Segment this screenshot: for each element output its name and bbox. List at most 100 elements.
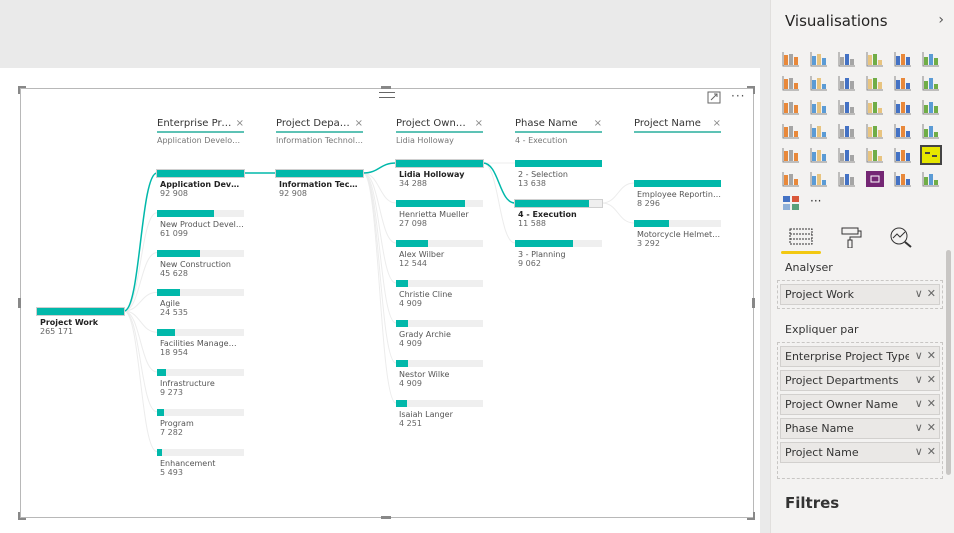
tree-node[interactable]: Motorcycle Helmet wit...3 292: [634, 220, 721, 248]
remove-field-icon[interactable]: ✕: [926, 445, 936, 458]
visual-type-icon[interactable]: [893, 146, 921, 170]
resize-handle-top[interactable]: [381, 86, 391, 89]
tree-node[interactable]: Alex Wilber 12 544: [396, 240, 483, 268]
visual-type-icon[interactable]: [809, 50, 837, 74]
tree-node[interactable]: Christie Cline 4 909: [396, 280, 483, 308]
remove-field-icon[interactable]: ✕: [926, 349, 936, 362]
visual-type-icon[interactable]: [809, 74, 837, 98]
level-header[interactable]: Project Departm...×: [276, 118, 363, 133]
drag-grip-icon[interactable]: [379, 92, 395, 98]
remove-level-button[interactable]: ×: [474, 118, 483, 129]
resize-handle-left[interactable]: [18, 298, 21, 308]
tree-node[interactable]: Employee Reporting P...8 296: [634, 180, 721, 208]
field-pill[interactable]: Enterprise Project Type ∨ ✕: [780, 346, 940, 367]
resize-corner[interactable]: [18, 512, 26, 520]
tree-node[interactable]: Enhancement 5 493: [157, 448, 244, 477]
field-pill[interactable]: Project Departments ∨ ✕: [780, 370, 940, 391]
chevron-down-icon[interactable]: ∨: [914, 397, 923, 410]
focus-mode-icon[interactable]: [707, 91, 721, 104]
tree-node[interactable]: Agile 24 535: [157, 289, 244, 317]
tree-node[interactable]: Application Develop...92 908: [156, 169, 245, 198]
level-header[interactable]: Project Name ×: [634, 118, 721, 133]
level-header[interactable]: Phase Name ×: [515, 118, 602, 133]
tree-node[interactable]: New Product Develop...61 099: [157, 209, 244, 238]
resize-handle-bottom[interactable]: [381, 516, 391, 519]
visual-type-icon[interactable]: [809, 146, 837, 170]
visual-type-icon[interactable]: [921, 122, 949, 146]
visual-type-icon[interactable]: [865, 146, 893, 170]
resize-corner[interactable]: [747, 512, 755, 520]
visual-type-icon[interactable]: [781, 146, 809, 170]
tree-node[interactable]: Henrietta Mueller 27 098: [396, 200, 483, 228]
visual-type-icon[interactable]: [837, 170, 865, 194]
field-pill[interactable]: Phase Name ∨ ✕: [780, 418, 940, 439]
visual-type-icon[interactable]: [781, 194, 809, 218]
tree-node[interactable]: Isaiah Langer 4 251: [396, 400, 483, 428]
tree-node[interactable]: Lidia Holloway 34 288: [395, 159, 484, 188]
visual-type-icon[interactable]: [837, 74, 865, 98]
visual-type-icon[interactable]: [865, 170, 893, 194]
tree-node[interactable]: Facilities Management 18 954: [157, 329, 244, 357]
decomposition-tree-visual-icon[interactable]: [920, 145, 949, 170]
visual-type-icon[interactable]: [921, 50, 949, 74]
remove-field-icon[interactable]: ✕: [926, 373, 936, 386]
chevron-down-icon[interactable]: ∨: [914, 373, 923, 386]
tree-node[interactable]: Grady Archie 4 909: [396, 320, 483, 348]
visual-type-icon[interactable]: [809, 122, 837, 146]
tree-node[interactable]: 2 - Selection 13 638: [515, 160, 602, 188]
visual-type-icon[interactable]: [921, 170, 949, 194]
field-pill[interactable]: Project Work ∨ ✕: [780, 284, 940, 305]
remove-field-icon[interactable]: ✕: [926, 397, 936, 410]
visual-type-icon[interactable]: [837, 50, 865, 74]
resize-corner[interactable]: [18, 86, 26, 94]
tree-node[interactable]: Infrastructure 9 273: [157, 369, 244, 397]
pane-scrollbar[interactable]: [946, 250, 951, 475]
visual-type-icon[interactable]: ···: [809, 194, 837, 218]
remove-field-icon[interactable]: ✕: [926, 421, 936, 434]
visual-type-icon[interactable]: [893, 170, 921, 194]
remove-level-button[interactable]: ×: [593, 118, 602, 129]
visual-type-icon[interactable]: [809, 98, 837, 122]
visual-type-icon[interactable]: [865, 74, 893, 98]
resize-corner[interactable]: [747, 86, 755, 94]
field-pill[interactable]: Project Owner Name ∨ ✕: [780, 394, 940, 415]
more-options-button[interactable]: ···: [731, 89, 746, 103]
visual-type-icon[interactable]: [893, 50, 921, 74]
more-visuals-button[interactable]: ···: [810, 194, 822, 208]
visual-type-icon[interactable]: [781, 122, 809, 146]
collapse-pane-button[interactable]: ›: [938, 12, 944, 28]
visual-type-icon[interactable]: [809, 170, 837, 194]
level-header[interactable]: Project Owner N...×: [396, 118, 483, 133]
tree-node[interactable]: 4 - Execution 11 588: [514, 199, 603, 228]
chevron-down-icon[interactable]: ∨: [914, 445, 923, 458]
tree-node[interactable]: Program 7 282: [157, 408, 244, 437]
resize-handle-right[interactable]: [752, 298, 755, 308]
tree-node[interactable]: 3 - Planning 9 062: [515, 240, 602, 268]
field-pill[interactable]: Project Name ∨ ✕: [780, 442, 940, 463]
fields-tab[interactable]: [781, 226, 821, 254]
analytics-tab[interactable]: [887, 226, 915, 248]
chevron-down-icon[interactable]: ∨: [914, 421, 923, 434]
tree-node[interactable]: Information Technol...92 908: [275, 169, 364, 198]
visual-type-icon[interactable]: [837, 98, 865, 122]
tree-node[interactable]: New Construction 45 628: [157, 249, 244, 278]
remove-level-button[interactable]: ×: [712, 118, 721, 129]
visual-type-icon[interactable]: [837, 122, 865, 146]
tree-node[interactable]: Project Work 265 171: [36, 307, 125, 336]
remove-level-button[interactable]: ×: [235, 118, 244, 129]
visual-type-icon[interactable]: [781, 98, 809, 122]
visual-type-icon[interactable]: [781, 170, 809, 194]
visual-type-icon[interactable]: [865, 122, 893, 146]
visual-type-icon[interactable]: [865, 50, 893, 74]
level-header[interactable]: Enterprise Proje...×: [157, 118, 244, 133]
chevron-down-icon[interactable]: ∨: [914, 349, 923, 362]
visual-type-icon[interactable]: [781, 50, 809, 74]
visual-type-icon[interactable]: [921, 74, 949, 98]
visual-type-icon[interactable]: [837, 146, 865, 170]
remove-field-icon[interactable]: ✕: [926, 287, 936, 300]
remove-level-button[interactable]: ×: [354, 118, 363, 129]
visual-type-icon[interactable]: [893, 74, 921, 98]
tree-node[interactable]: Nestor Wilke 4 909: [396, 360, 483, 388]
visual-type-icon[interactable]: [781, 74, 809, 98]
visual-type-icon[interactable]: [921, 98, 949, 122]
